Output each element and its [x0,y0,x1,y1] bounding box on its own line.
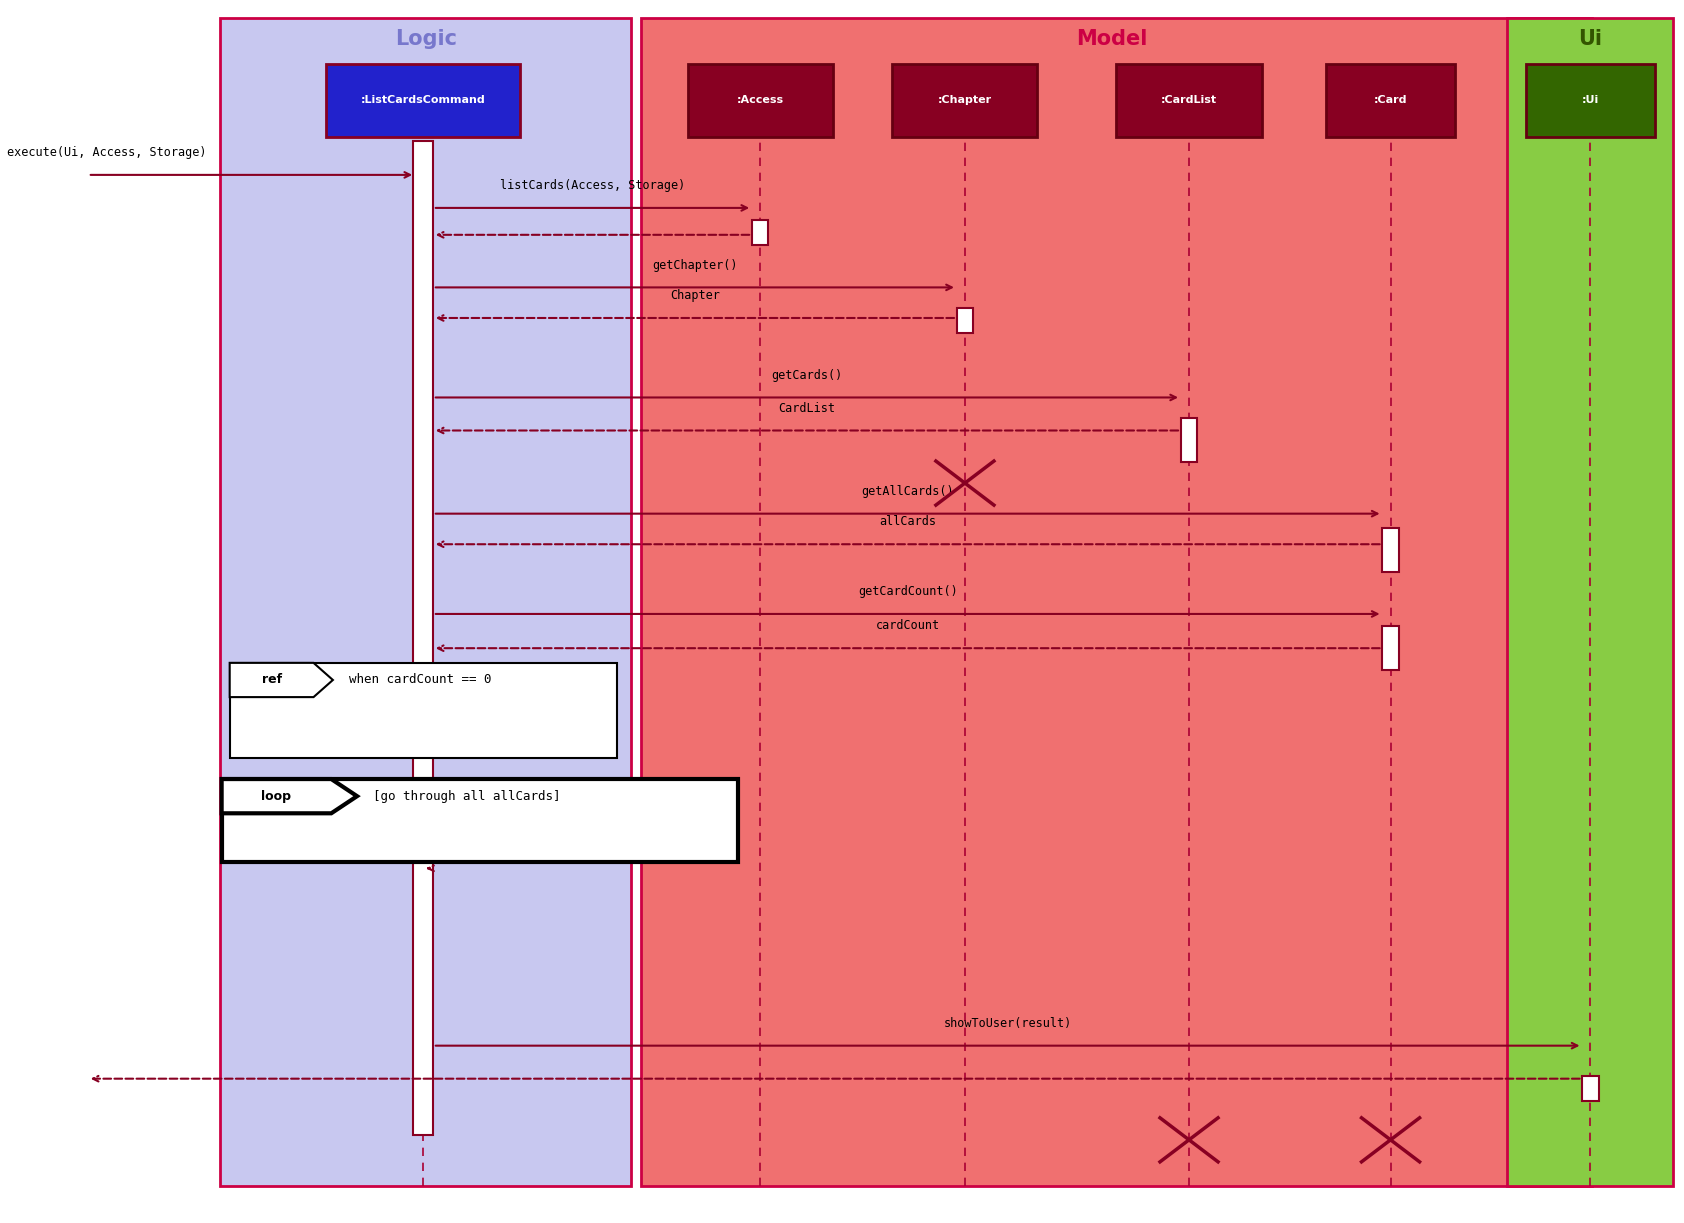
Text: :ListCardsCommand: :ListCardsCommand [360,95,485,105]
Bar [221,18,632,1186]
Text: getCards(): getCards() [771,368,842,382]
Bar [222,779,738,862]
Text: loop: loop [261,790,291,802]
Text: listCards(Access, Storage): listCards(Access, Storage) [500,179,685,192]
Bar [957,308,973,333]
Bar [1325,64,1455,137]
Text: showToUser(result): showToUser(result) [943,1016,1071,1030]
Bar [229,663,616,758]
Bar [1383,528,1399,572]
Bar [1180,418,1197,462]
Bar [1507,18,1672,1186]
Text: :CardList: :CardList [1160,95,1218,105]
Text: Logic: Logic [396,29,458,49]
Text: ref: ref [261,674,281,686]
Bar [327,64,520,137]
Text: cardCount: cardCount [876,619,940,632]
Bar [414,141,433,1135]
Text: when cardCount == 0: when cardCount == 0 [349,674,492,686]
Text: [go through all allCards]: [go through all allCards] [374,790,561,802]
Bar [1583,1076,1598,1101]
Bar [687,64,832,137]
Text: allCards: allCards [879,515,936,528]
Text: result: result [472,839,514,852]
Text: Chapter: Chapter [670,289,719,302]
Text: execute(Ui, Access, Storage): execute(Ui, Access, Storage) [7,146,205,159]
Text: getAllCards(): getAllCards() [861,484,953,498]
Text: getChapter(): getChapter() [652,258,738,272]
Bar [1526,64,1655,137]
Text: getCardCount(): getCardCount() [857,585,958,598]
Bar [1116,64,1261,137]
Text: :Access: :Access [736,95,783,105]
Text: :Ui: :Ui [1581,95,1600,105]
Bar [1383,626,1399,670]
Text: Model: Model [1076,29,1147,49]
Text: CardList: CardList [778,401,835,415]
Polygon shape [229,663,333,697]
Text: Ui: Ui [1578,29,1603,49]
Text: :Card: :Card [1374,95,1408,105]
Polygon shape [222,779,357,813]
Bar [893,64,1037,137]
Text: :Chapter: :Chapter [938,95,992,105]
Bar [642,18,1591,1186]
Bar [753,220,768,245]
